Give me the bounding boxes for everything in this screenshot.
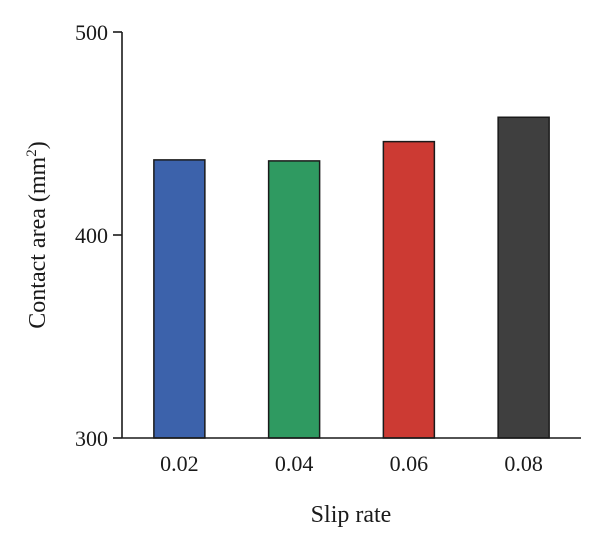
y-axis-title: Contact area (mm2) — [24, 141, 51, 328]
y-axis-title-main: Contact area (mm — [25, 156, 51, 328]
bar-0.06 — [382, 140, 436, 439]
x-tick-label: 0.06 — [390, 451, 429, 476]
x-tick-label: 0.02 — [160, 451, 199, 476]
x-ticks-layer: 0.02 0.04 0.06 0.08 — [160, 451, 543, 476]
bar-0.08 — [497, 116, 550, 439]
bar-0.02 — [153, 159, 206, 439]
x-axis-title: Slip rate — [311, 502, 392, 528]
bars-layer — [153, 116, 550, 439]
y-tick-label: 400 — [75, 223, 108, 248]
y-axis-title-close: ) — [25, 141, 51, 149]
y-tick-label: 300 — [75, 426, 108, 451]
x-tick-label: 0.08 — [504, 451, 543, 476]
y-ticks-layer: 300 400 500 — [75, 20, 122, 451]
bar-0.04 — [267, 160, 321, 439]
x-tick-label: 0.04 — [275, 451, 314, 476]
y-tick-label: 500 — [75, 20, 108, 45]
y-axis-title-superscript: 2 — [24, 149, 40, 157]
